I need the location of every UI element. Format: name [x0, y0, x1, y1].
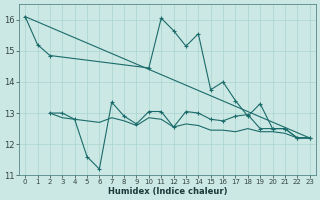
X-axis label: Humidex (Indice chaleur): Humidex (Indice chaleur) [108, 187, 227, 196]
